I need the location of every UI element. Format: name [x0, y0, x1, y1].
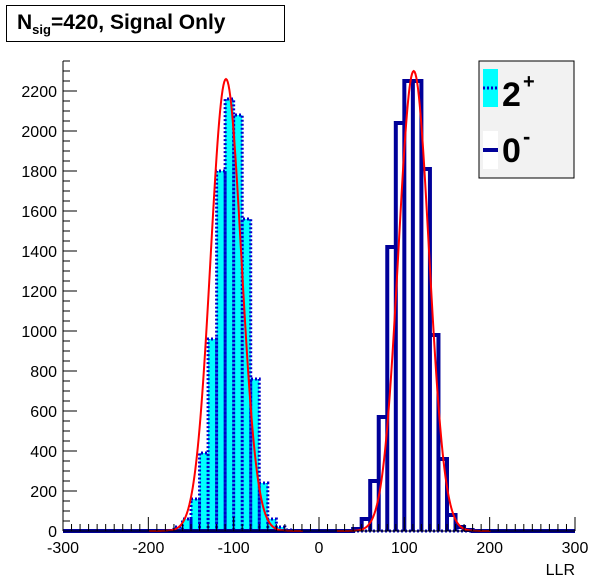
bar-2plus-7 [233, 115, 243, 531]
bar-2plus-6 [225, 99, 234, 531]
y-tick-label: 1000 [21, 324, 57, 341]
fit-curve-1 [336, 69, 491, 532]
y-tick-label: 0 [48, 524, 57, 541]
x-tick-label: 300 [562, 540, 589, 557]
x-axis-label: LLR [546, 562, 575, 579]
bar-2plus-8 [242, 219, 251, 531]
title-sub: sig [32, 22, 51, 38]
bar-2plus-5 [216, 171, 226, 531]
bar-2plus-2 [191, 499, 200, 531]
y-tick-label: 1600 [21, 204, 57, 221]
title-main: N [17, 11, 33, 34]
x-tick-label: -100 [218, 540, 250, 557]
legend-swatch-2plus [483, 69, 498, 107]
y-tick-label: 400 [30, 444, 57, 461]
y-tick-label: 1800 [21, 164, 57, 181]
y-tick-label: 1200 [21, 284, 57, 301]
y-tick-label: 1400 [21, 244, 57, 261]
legend-label-0minus: 0 [502, 132, 521, 170]
x-tick-label: 200 [476, 540, 503, 557]
x-tick-label: 100 [391, 540, 418, 557]
bar-2plus-3 [199, 453, 209, 531]
x-tick-label: 0 [315, 540, 324, 557]
fit-curve-0 [149, 77, 303, 532]
bar-2plus-1 [182, 519, 191, 531]
legend-sup-2plus: + [523, 71, 535, 93]
x-tick-label: -200 [132, 540, 164, 557]
bar-2plus-4 [208, 339, 217, 531]
y-tick-label: 600 [30, 404, 57, 421]
y-tick-label: 2000 [21, 124, 57, 141]
y-tick-label: 800 [30, 364, 57, 381]
y-tick-label: 200 [30, 484, 57, 501]
legend-sup-0minus: - [523, 124, 530, 149]
y-tick-label: 2200 [21, 84, 57, 101]
x-tick-label: -300 [47, 540, 79, 557]
legend-label-2plus: 2 [502, 76, 521, 114]
chart-title: Nsig=420, Signal Only [6, 5, 285, 42]
title-rest: =420, Signal Only [50, 11, 226, 34]
